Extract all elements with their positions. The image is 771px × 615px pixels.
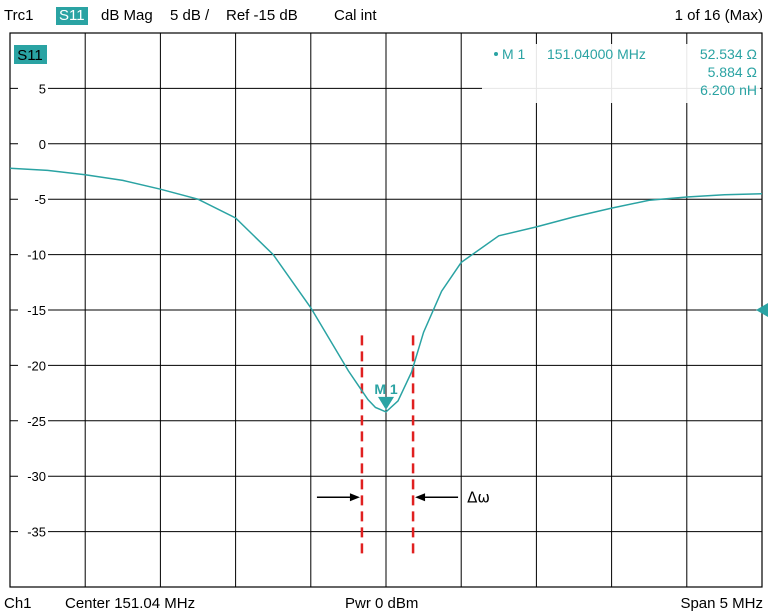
- marker-readout-value: 6.200 nH: [700, 82, 757, 98]
- marker-readout-dot: [494, 52, 498, 56]
- y-axis-ticks: 5 0 -5 -10 -15 -20 -25 -30 -35: [18, 80, 48, 540]
- y-tick-label: -25: [27, 414, 46, 429]
- marker-m1[interactable]: M 1: [374, 381, 398, 410]
- marker-readout-value: 5.884 Ω: [708, 64, 757, 80]
- tick-label-bg: [18, 357, 48, 373]
- tick-label-bg: [18, 135, 48, 151]
- marker-readout-value: 52.534 Ω: [700, 46, 757, 62]
- bandwidth-annotation: Δω: [316, 335, 490, 560]
- scale-label[interactable]: 5 dB /: [170, 7, 210, 24]
- marker-readout-frequency: 151.04000 MHz: [547, 46, 646, 62]
- tick-label-bg: [18, 412, 48, 428]
- marker-label: M 1: [374, 381, 398, 397]
- channel-label[interactable]: Ch1: [4, 595, 32, 612]
- trace-name[interactable]: Trc1: [4, 7, 34, 24]
- tick-label-bg: [18, 191, 48, 207]
- s11-trace: [9, 167, 763, 413]
- tick-label-bg: [18, 302, 48, 317]
- bandwidth-arrowhead-left: [349, 493, 360, 502]
- trace-param-badge[interactable]: S11: [56, 7, 88, 25]
- trace-label: S11: [17, 47, 43, 64]
- trace-count-label: 1 of 16 (Max): [674, 7, 763, 24]
- y-tick-label: -30: [27, 469, 46, 484]
- reference-label[interactable]: Ref -15 dB: [226, 7, 298, 24]
- chart-grid: [9, 32, 763, 588]
- marker-readout-label: M 1: [502, 46, 526, 62]
- y-tick-label: -20: [27, 358, 46, 373]
- footer-bar: Ch1 Center 151.04 MHz Pwr 0 dBm Span 5 M…: [0, 590, 771, 615]
- y-tick-label: -15: [27, 303, 46, 318]
- y-tick-label: 5: [39, 81, 46, 96]
- y-tick-label: -35: [27, 525, 46, 540]
- y-tick-label: -10: [27, 248, 46, 263]
- tick-label-bg: [18, 523, 48, 539]
- y-tick-label: 0: [39, 137, 46, 152]
- delta-omega-label: Δω: [467, 488, 490, 506]
- calibration-label: Cal int: [334, 7, 377, 24]
- y-tick-label: -5: [34, 192, 46, 207]
- s11-chart[interactable]: 5 0 -5 -10 -15 -20 -25 -30 -35 Δω M 1 S11 M 1 151.…: [0, 0, 771, 590]
- tick-label-bg: [18, 246, 48, 262]
- header-bar: Trc1 S11 dB Mag 5 dB / Ref -15 dB Cal in…: [0, 0, 771, 30]
- bandwidth-arrowhead-right: [415, 493, 426, 502]
- format-label[interactable]: dB Mag: [101, 7, 153, 24]
- tick-label-bg: [18, 468, 48, 484]
- tick-label-bg: [18, 80, 48, 96]
- marker-triangle: [378, 396, 394, 410]
- power-label[interactable]: Pwr 0 dBm: [345, 595, 419, 612]
- span-label[interactable]: Span 5 MHz: [680, 595, 763, 612]
- marker-readout-bg: [482, 44, 760, 103]
- reference-level-arrow[interactable]: [756, 303, 768, 317]
- trace-label-box: [14, 45, 47, 64]
- center-frequency-label[interactable]: Center 151.04 MHz: [65, 595, 196, 612]
